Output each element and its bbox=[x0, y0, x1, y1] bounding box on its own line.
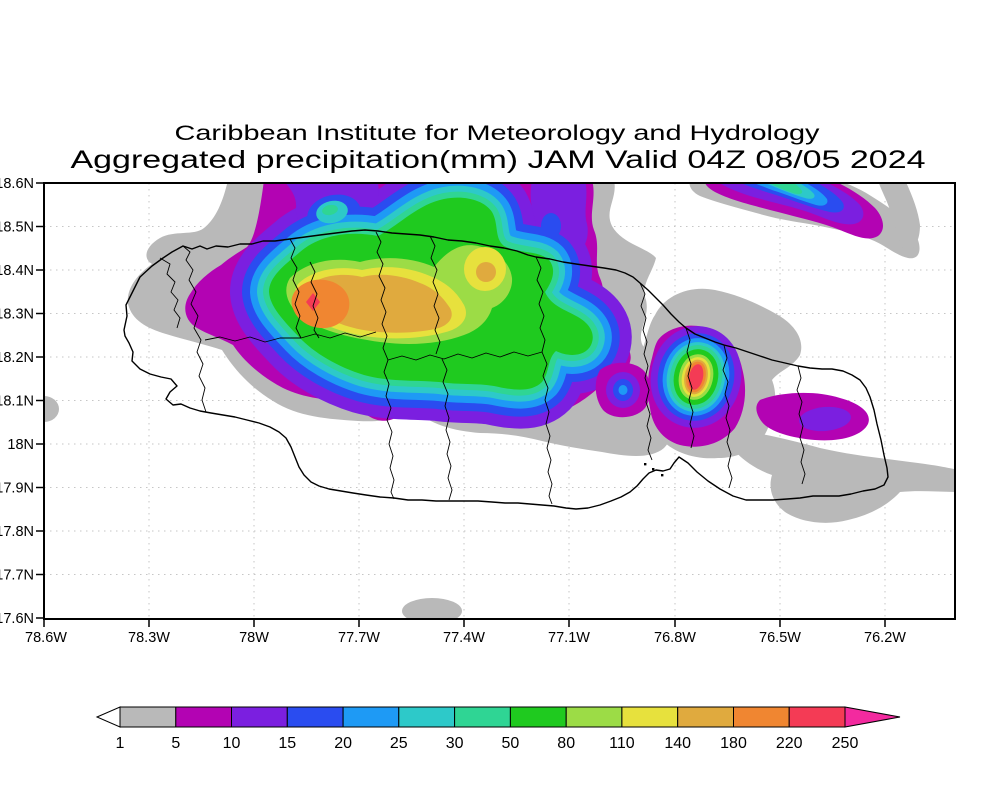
lat-label: 17.9N bbox=[0, 481, 34, 497]
colorbar-seg-220 bbox=[788, 706, 846, 728]
shade-1mm-south-coast bbox=[402, 598, 462, 619]
colorbar-labels: 1 5 10 15 20 25 30 50 80 110 140 180 220… bbox=[116, 735, 859, 752]
colorbar-seg-50 bbox=[509, 706, 567, 728]
shade-1mm-northeast-tail bbox=[878, 183, 920, 252]
colorbar-left-arrow bbox=[95, 706, 121, 728]
colorbar-seg-15 bbox=[286, 706, 344, 728]
colorbar-seg-5 bbox=[175, 706, 233, 728]
lat-ticks bbox=[36, 182, 44, 619]
parish-boundaries bbox=[159, 231, 806, 505]
colorbar-label: 140 bbox=[664, 735, 691, 752]
figure-title-line2: Aggregated precipitation(mm) JAM Valid 0… bbox=[71, 146, 926, 174]
lat-label: 17.6N bbox=[0, 611, 34, 627]
precip-15mm-column-spot bbox=[541, 213, 561, 239]
lat-label: 18.2N bbox=[0, 350, 34, 366]
precip-30mm-lobe-spot bbox=[322, 204, 338, 216]
lat-label: 18.6N bbox=[0, 176, 34, 192]
colorbar-seg-80 bbox=[565, 706, 623, 728]
colorbar-label: 1 bbox=[116, 735, 125, 752]
lat-label: 18.3N bbox=[0, 307, 34, 323]
lon-label: 77.4W bbox=[443, 630, 485, 646]
plot-area bbox=[44, 183, 955, 619]
colorbar-label: 250 bbox=[832, 735, 859, 752]
lat-tick-labels: 18.6N 18.5N 18.4N 18.3N 18.2N 18.1N 18N … bbox=[0, 176, 34, 627]
colorbar-label: 25 bbox=[390, 735, 408, 752]
colorbar-label: 180 bbox=[720, 735, 747, 752]
jamaica-coastline bbox=[123, 229, 889, 510]
colorbar-label: 220 bbox=[776, 735, 803, 752]
colorbar: 1 5 10 15 20 25 30 50 80 110 140 180 220… bbox=[95, 706, 901, 752]
colorbar-label: 80 bbox=[557, 735, 575, 752]
lat-label: 18.4N bbox=[0, 263, 34, 279]
lat-label: 17.8N bbox=[0, 524, 34, 540]
lon-label: 76.2W bbox=[864, 630, 906, 646]
lon-label: 77.1W bbox=[548, 630, 590, 646]
lon-label: 78W bbox=[239, 630, 269, 646]
lat-label: 18.1N bbox=[0, 394, 34, 410]
colorbar-label: 10 bbox=[223, 735, 241, 752]
precip-180mm-west bbox=[291, 279, 350, 329]
lat-label: 18N bbox=[7, 437, 34, 453]
colorbar-seg-10 bbox=[231, 706, 288, 728]
colorbar-label: 30 bbox=[446, 735, 464, 752]
colorbar-right-arrow bbox=[844, 706, 901, 728]
colorbar-label: 5 bbox=[171, 735, 180, 752]
lon-label: 76.5W bbox=[759, 630, 801, 646]
precip-10mm-east-patch bbox=[799, 406, 851, 432]
colorbar-seg-110 bbox=[621, 706, 679, 728]
lon-label: 76.8W bbox=[654, 630, 696, 646]
precip-20mm-small-spot bbox=[618, 385, 628, 395]
lon-label: 77.7W bbox=[338, 630, 380, 646]
precip-30mm-ne-band bbox=[769, 183, 803, 195]
colorbar-seg-20 bbox=[342, 706, 400, 728]
precip-220mm-west bbox=[306, 293, 320, 311]
colorbar-label: 110 bbox=[609, 735, 635, 752]
precip-20mm-ne-band bbox=[754, 183, 828, 206]
colorbar-label: 50 bbox=[502, 735, 520, 752]
colorbar-seg-180 bbox=[733, 706, 790, 728]
colorbar-seg-25 bbox=[398, 706, 456, 728]
lon-label: 78.6W bbox=[25, 630, 67, 646]
lon-tick-labels: 78.6W 78.3W 78W 77.7W 77.4W 77.1W 76.8W … bbox=[25, 630, 906, 646]
colorbar-seg-140 bbox=[677, 706, 735, 728]
lat-label: 17.7N bbox=[0, 568, 34, 584]
figure-title-line1: Caribbean Institute for Meteorology and … bbox=[175, 122, 821, 145]
colorbar-seg-30 bbox=[454, 706, 511, 728]
colorbar-seg-1 bbox=[119, 706, 177, 728]
lon-ticks bbox=[43, 619, 886, 627]
offshore-cays bbox=[644, 463, 664, 477]
lon-label: 78.3W bbox=[128, 630, 170, 646]
colorbar-segments bbox=[119, 706, 846, 728]
lat-label: 18.5N bbox=[0, 220, 34, 236]
colorbar-label: 20 bbox=[334, 735, 352, 752]
shade-1mm-left-edge bbox=[44, 396, 59, 422]
precip-140mm-secondary-spot bbox=[476, 262, 496, 282]
colorbar-label: 15 bbox=[278, 735, 296, 752]
